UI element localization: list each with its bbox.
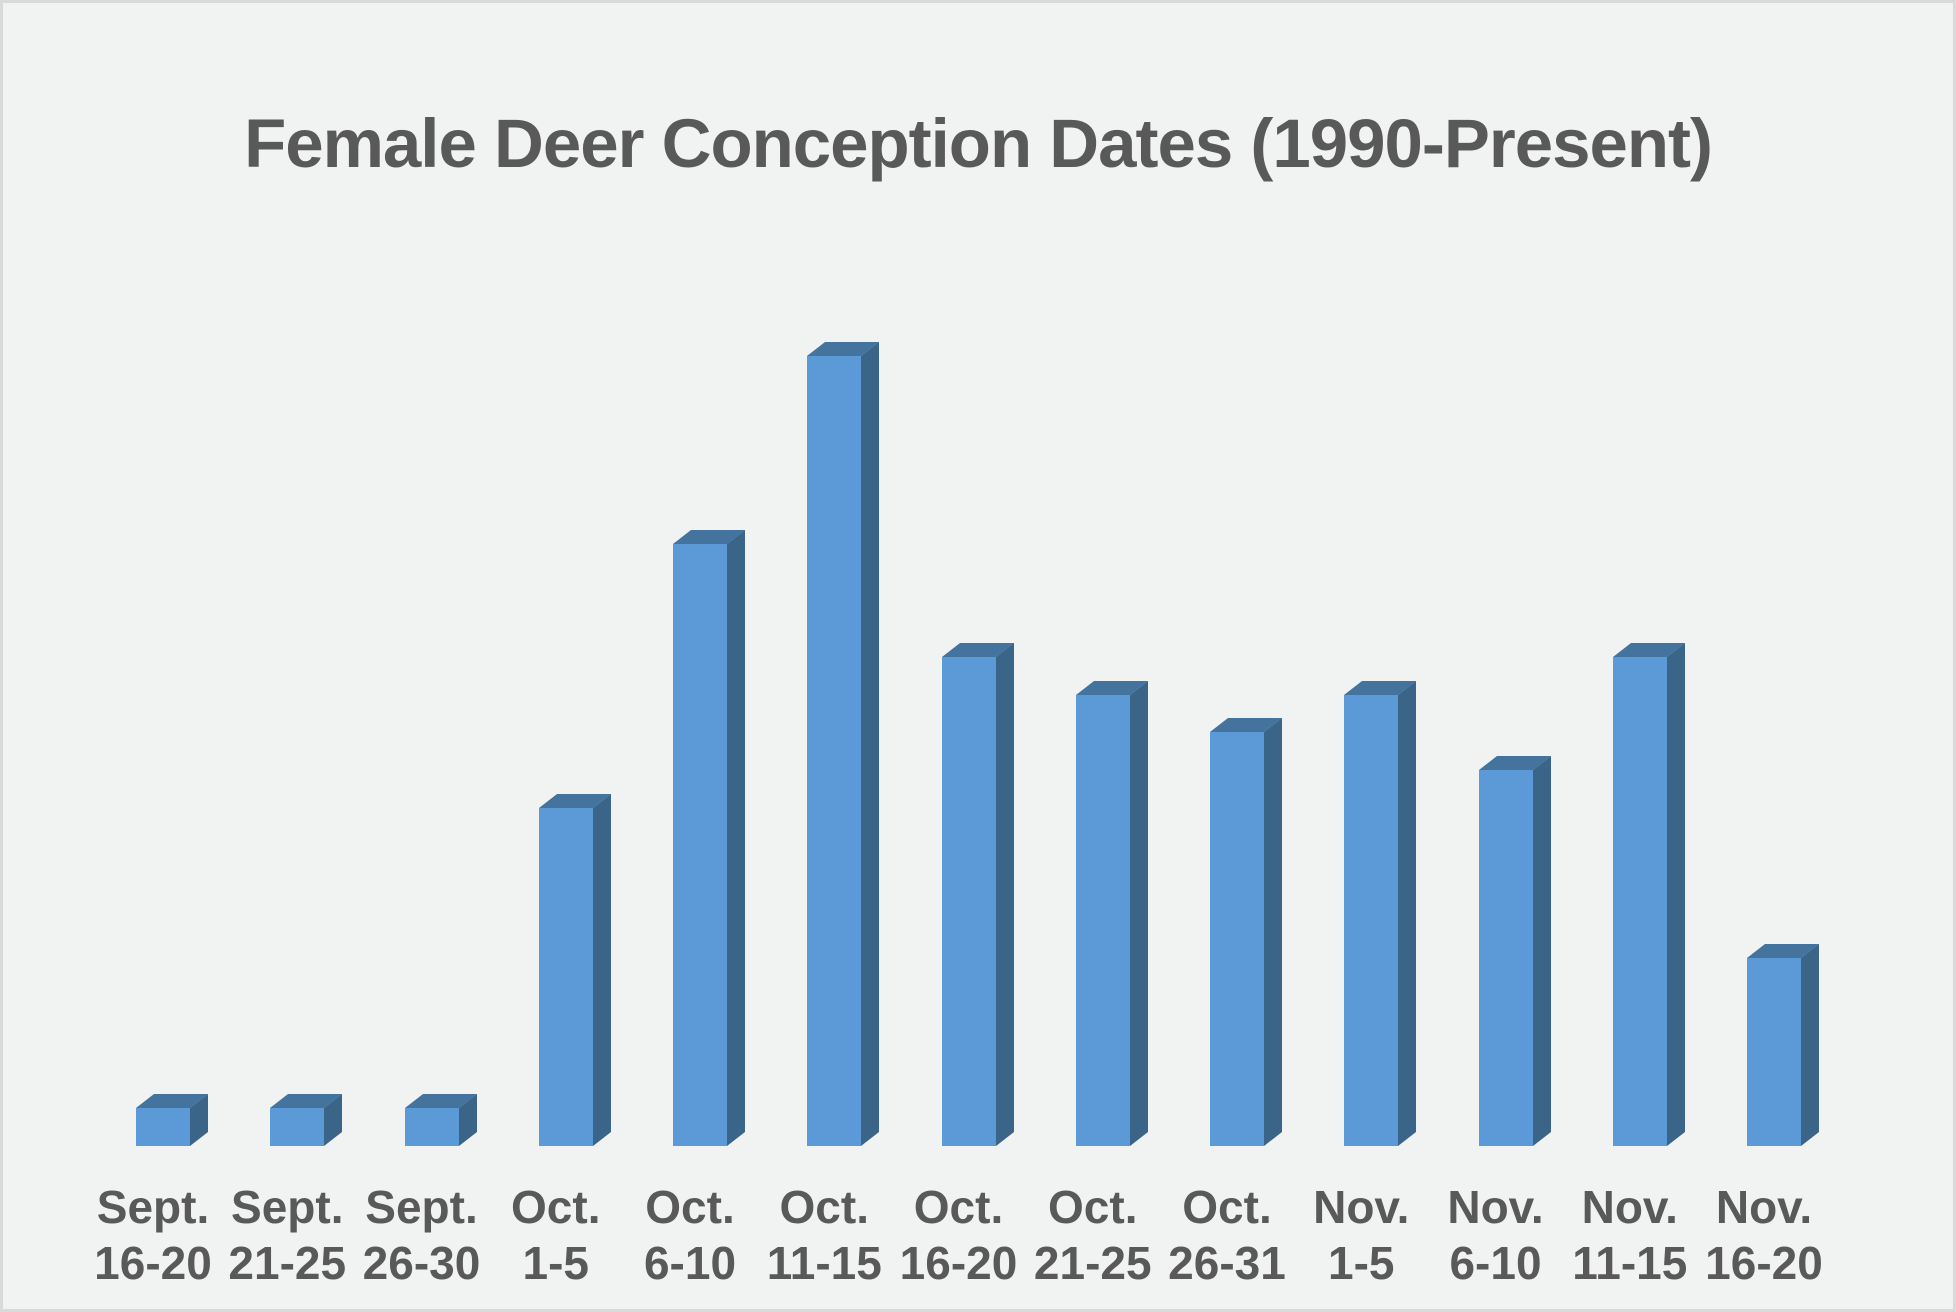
bar: [1478, 770, 1533, 1146]
x-axis-label-line: Oct.: [511, 1181, 601, 1233]
x-axis-label-line: Nov.: [1313, 1181, 1410, 1233]
x-axis-label: Oct. 26-31: [1147, 1179, 1307, 1291]
bar: [673, 544, 727, 1146]
x-axis-label: Sept. 16-20: [73, 1179, 233, 1291]
plot-area: Sept. 16-20 Sept. 21-25 Sept. 26-30 Oct. 1-5 Oct…: [3, 3, 1953, 1309]
bar: [1747, 958, 1801, 1146]
x-axis-label-line: Oct.: [645, 1181, 735, 1233]
x-axis-label-line: 26-31: [1168, 1237, 1286, 1289]
bar: [404, 1108, 459, 1146]
x-axis-label-line: Sept.: [365, 1181, 478, 1233]
x-axis-label-line: Oct.: [779, 1181, 869, 1233]
x-axis-label-line: 1-5: [522, 1237, 589, 1289]
bar: [136, 1108, 190, 1146]
x-axis-label-line: 16-20: [94, 1237, 212, 1289]
x-axis-label-line: Nov.: [1581, 1181, 1678, 1233]
bar: [1210, 732, 1264, 1146]
x-axis-label: Oct. 11-15: [744, 1179, 904, 1291]
x-axis-label: Oct. 6-10: [610, 1179, 770, 1291]
x-axis-label-line: 21-25: [1033, 1237, 1152, 1289]
x-axis-label: Sept. 21-25: [207, 1179, 367, 1291]
x-axis-label: Sept. 26-30: [342, 1179, 502, 1291]
x-axis-label-line: 11-15: [766, 1237, 882, 1289]
bar: [538, 807, 593, 1146]
x-axis-label-line: 6-10: [1449, 1237, 1542, 1289]
x-axis-label-line: 16-20: [1705, 1237, 1823, 1289]
bar: [270, 1108, 325, 1146]
x-axis-label-line: Oct.: [1048, 1181, 1138, 1233]
x-axis-label: Oct. 21-25: [1013, 1179, 1173, 1291]
x-axis-label: Nov. 6-10: [1416, 1179, 1576, 1291]
bar: [941, 657, 996, 1146]
x-axis-label: Nov. 11-15: [1550, 1179, 1710, 1291]
x-axis-label: Oct. 16-20: [879, 1179, 1039, 1291]
x-axis-label-line: 21-25: [228, 1237, 347, 1289]
bar: [807, 356, 862, 1146]
x-axis-label-line: 1-5: [1328, 1237, 1395, 1289]
x-axis-label-line: Sept.: [231, 1181, 344, 1233]
x-axis-label-line: Oct.: [913, 1181, 1004, 1233]
chart-title: Female Deer Conception Dates (1990-Prese…: [244, 105, 1713, 182]
x-axis-label: Nov. 1-5: [1281, 1179, 1441, 1291]
x-axis-label-line: Nov.: [1447, 1181, 1544, 1233]
x-axis-label-line: Sept.: [96, 1181, 210, 1233]
bar: [1612, 657, 1667, 1146]
x-axis-label-line: 26-30: [362, 1237, 481, 1289]
x-axis-label-line: Nov.: [1715, 1181, 1813, 1233]
x-axis-label-line: Oct.: [1182, 1181, 1272, 1233]
x-axis-label-line: 11-15: [1572, 1237, 1688, 1289]
bar: [1344, 694, 1399, 1146]
x-axis-label-line: 6-10: [643, 1237, 737, 1289]
x-axis-label: Nov. 16-20: [1684, 1179, 1844, 1291]
x-axis-label: Oct. 1-5: [476, 1179, 636, 1291]
bar: [1075, 694, 1130, 1146]
x-axis-label-line: 16-20: [899, 1237, 1018, 1289]
